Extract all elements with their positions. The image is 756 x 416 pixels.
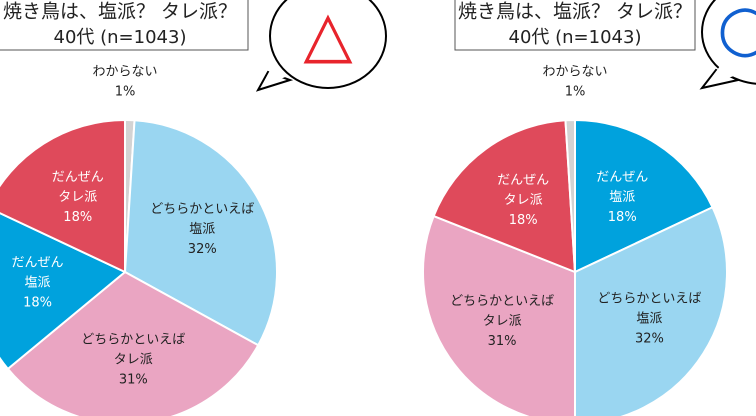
pie-slice <box>574 118 714 274</box>
pie-slice <box>422 214 576 416</box>
slice-label: タレ派 <box>483 314 522 329</box>
slice-label: タレ派 <box>504 193 543 208</box>
right-bubble <box>699 0 756 90</box>
slice-label: 塩派 <box>609 190 635 205</box>
slice-label: だんぜん <box>497 173 549 188</box>
value-label: 31% <box>488 334 517 349</box>
slice-label: タレ派 <box>114 352 153 367</box>
value-label: 1% <box>115 85 136 100</box>
value-label: 1% <box>565 85 586 100</box>
title-box <box>0 0 249 51</box>
slice-label: どちらかといえば <box>81 332 185 347</box>
pie-slice <box>432 119 577 274</box>
slice-label: どちらかといえば <box>597 292 701 307</box>
slice-label: 塩派 <box>25 276 51 291</box>
value-label: 18% <box>63 210 92 225</box>
slice-label: わからない <box>92 65 157 80</box>
slice-label: だんぜん <box>52 170 104 185</box>
pie-slice <box>123 119 278 347</box>
chart-title: 焼き鳥は、塩派？ タレ派？ <box>458 1 692 23</box>
value-label: 18% <box>608 210 637 225</box>
chart-subtitle: 40代 (n=1043) <box>54 27 187 48</box>
value-label: 32% <box>635 332 664 347</box>
slice-label: 塩派 <box>636 312 662 327</box>
left-bubble <box>255 0 387 92</box>
pie-slice <box>6 270 260 416</box>
value-label: 32% <box>188 242 217 257</box>
value-label: 18% <box>23 296 52 311</box>
slice-label: タレ派 <box>58 190 97 205</box>
pie-slice <box>0 118 126 274</box>
annotation-symbol: ○ <box>717 0 756 66</box>
annotation-symbol: △ <box>303 0 353 72</box>
pie-slice <box>564 118 576 273</box>
slice-label: わからない <box>542 65 607 80</box>
pie-slice <box>574 205 728 416</box>
title-box <box>454 0 696 51</box>
slice-label: 塩派 <box>189 222 215 237</box>
slice-label: だんぜん <box>596 170 648 185</box>
value-label: 31% <box>119 372 148 387</box>
chart-title: 焼き鳥は、塩派？ タレ派？ <box>3 1 237 23</box>
slice-label: だんぜん <box>12 256 64 271</box>
chart-subtitle: 40代 (n=1043) <box>509 27 642 48</box>
slice-label: どちらかといえば <box>450 294 554 309</box>
pie-slice <box>0 212 127 371</box>
slice-label: どちらかといえば <box>150 202 254 217</box>
value-label: 18% <box>509 213 538 228</box>
